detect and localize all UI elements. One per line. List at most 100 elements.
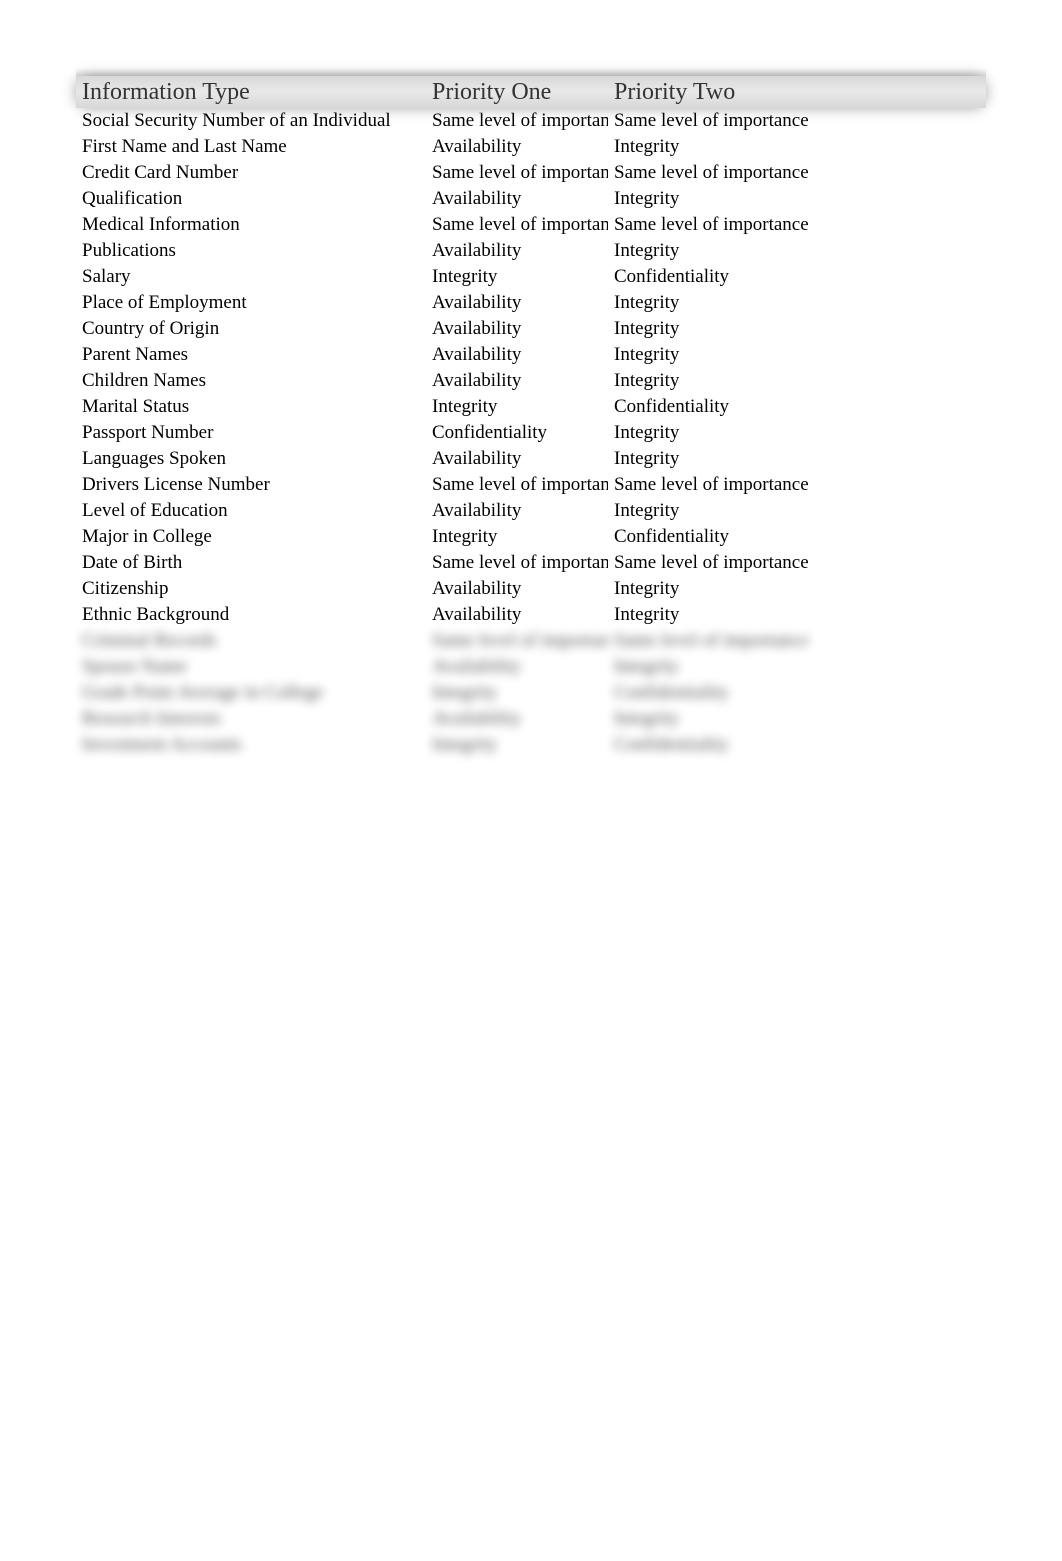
cell-priority-one: Availability [426, 240, 608, 262]
table-row: Grade Point Average in CollegeIntegrityC… [76, 680, 986, 706]
cell-priority-one: Availability [426, 448, 608, 470]
cell-priority-two: Integrity [608, 656, 888, 678]
table-body-blurred: Criminal RecordsSame level of importanSa… [76, 628, 986, 758]
cell-priority-one: Integrity [426, 526, 608, 548]
cell-information-type: Investment Accounts [76, 734, 426, 756]
cell-priority-two: Confidentiality [608, 682, 888, 704]
table-row: Criminal RecordsSame level of importanSa… [76, 628, 986, 654]
table-row: SalaryIntegrityConfidentiality [76, 264, 986, 290]
cell-priority-one: Availability [426, 604, 608, 626]
cell-information-type: Drivers License Number [76, 474, 426, 496]
cell-information-type: Major in College [76, 526, 426, 548]
table-row: First Name and Last NameAvailabilityInte… [76, 134, 986, 160]
cell-priority-two: Confidentiality [608, 526, 888, 548]
table-row: QualificationAvailabilityIntegrity [76, 186, 986, 212]
cell-priority-two: Confidentiality [608, 396, 888, 418]
cell-priority-one: Availability [426, 318, 608, 340]
header-shadow [76, 68, 986, 76]
cell-information-type: Research Interests [76, 708, 426, 730]
cell-priority-one: Same level of importan [426, 552, 608, 574]
cell-priority-two: Same level of importance [608, 110, 888, 132]
table-row: Marital StatusIntegrityConfidentiality [76, 394, 986, 420]
cell-information-type: Social Security Number of an Individual [76, 110, 426, 132]
table-row: CitizenshipAvailabilityIntegrity [76, 576, 986, 602]
table-row: Investment AccountsIntegrityConfidential… [76, 732, 986, 758]
priority-table: Information Type Priority One Priority T… [76, 76, 986, 758]
cell-priority-two: Same level of importance [608, 474, 888, 496]
table-row: PublicationsAvailabilityIntegrity [76, 238, 986, 264]
cell-information-type: First Name and Last Name [76, 136, 426, 158]
cell-information-type: Medical Information [76, 214, 426, 236]
cell-priority-two: Integrity [608, 240, 888, 262]
cell-priority-two: Confidentiality [608, 266, 888, 288]
cell-priority-one: Same level of importan [426, 214, 608, 236]
cell-priority-one: Availability [426, 370, 608, 392]
cell-information-type: Marital Status [76, 396, 426, 418]
cell-priority-two: Same level of importance [608, 214, 888, 236]
cell-priority-two: Integrity [608, 578, 888, 600]
cell-information-type: Credit Card Number [76, 162, 426, 184]
header-priority-one: Priority One [426, 79, 608, 106]
cell-priority-two: Integrity [608, 708, 888, 730]
cell-information-type: Salary [76, 266, 426, 288]
cell-priority-one: Integrity [426, 266, 608, 288]
cell-priority-one: Availability [426, 292, 608, 314]
cell-priority-one: Availability [426, 578, 608, 600]
cell-priority-two: Integrity [608, 344, 888, 366]
header-priority-two: Priority Two [608, 79, 888, 106]
cell-priority-one: Availability [426, 500, 608, 522]
cell-priority-two: Same level of importance [608, 630, 888, 652]
cell-information-type: Spouse Name [76, 656, 426, 678]
table-row: Major in CollegeIntegrityConfidentiality [76, 524, 986, 550]
table-row: Children NamesAvailabilityIntegrity [76, 368, 986, 394]
cell-priority-two: Integrity [608, 422, 888, 444]
table-row: Drivers License NumberSame level of impo… [76, 472, 986, 498]
cell-priority-one: Same level of importan [426, 474, 608, 496]
cell-priority-two: Integrity [608, 188, 888, 210]
cell-information-type: Place of Employment [76, 292, 426, 314]
cell-priority-two: Same level of importance [608, 552, 888, 574]
cell-information-type: Publications [76, 240, 426, 262]
table-row: Spouse NameAvailabilityIntegrity [76, 654, 986, 680]
table-header-row: Information Type Priority One Priority T… [76, 76, 986, 108]
cell-information-type: Children Names [76, 370, 426, 392]
cell-priority-one: Same level of importan [426, 110, 608, 132]
cell-information-type: Languages Spoken [76, 448, 426, 470]
table-row: Credit Card NumberSame level of importan… [76, 160, 986, 186]
cell-information-type: Grade Point Average in College [76, 682, 426, 704]
cell-priority-one: Integrity [426, 396, 608, 418]
cell-priority-two: Integrity [608, 604, 888, 626]
cell-information-type: Ethnic Background [76, 604, 426, 626]
table-row: Country of OriginAvailabilityIntegrity [76, 316, 986, 342]
cell-information-type: Qualification [76, 188, 426, 210]
cell-priority-two: Integrity [608, 500, 888, 522]
cell-priority-two: Integrity [608, 318, 888, 340]
cell-information-type: Parent Names [76, 344, 426, 366]
table-row: Passport NumberConfidentialityIntegrity [76, 420, 986, 446]
cell-information-type: Criminal Records [76, 630, 426, 652]
table-row: Social Security Number of an IndividualS… [76, 108, 986, 134]
cell-priority-two: Confidentiality [608, 734, 888, 756]
cell-priority-one: Same level of importan [426, 630, 608, 652]
cell-priority-one: Same level of importan [426, 162, 608, 184]
table-body: Social Security Number of an IndividualS… [76, 108, 986, 628]
table-row: Parent NamesAvailabilityIntegrity [76, 342, 986, 368]
cell-priority-one: Availability [426, 188, 608, 210]
cell-priority-one: Availability [426, 344, 608, 366]
table-row: Languages SpokenAvailabilityIntegrity [76, 446, 986, 472]
cell-priority-two: Same level of importance [608, 162, 888, 184]
cell-information-type: Date of Birth [76, 552, 426, 574]
table-row: Date of BirthSame level of importanSame … [76, 550, 986, 576]
cell-information-type: Passport Number [76, 422, 426, 444]
cell-priority-two: Integrity [608, 448, 888, 470]
cell-priority-one: Availability [426, 708, 608, 730]
cell-priority-one: Integrity [426, 682, 608, 704]
table-row: Medical InformationSame level of importa… [76, 212, 986, 238]
cell-information-type: Level of Education [76, 500, 426, 522]
cell-priority-two: Integrity [608, 136, 888, 158]
table-row: Ethnic BackgroundAvailabilityIntegrity [76, 602, 986, 628]
cell-information-type: Country of Origin [76, 318, 426, 340]
cell-priority-one: Confidentiality [426, 422, 608, 444]
cell-information-type: Citizenship [76, 578, 426, 600]
cell-priority-two: Integrity [608, 292, 888, 314]
